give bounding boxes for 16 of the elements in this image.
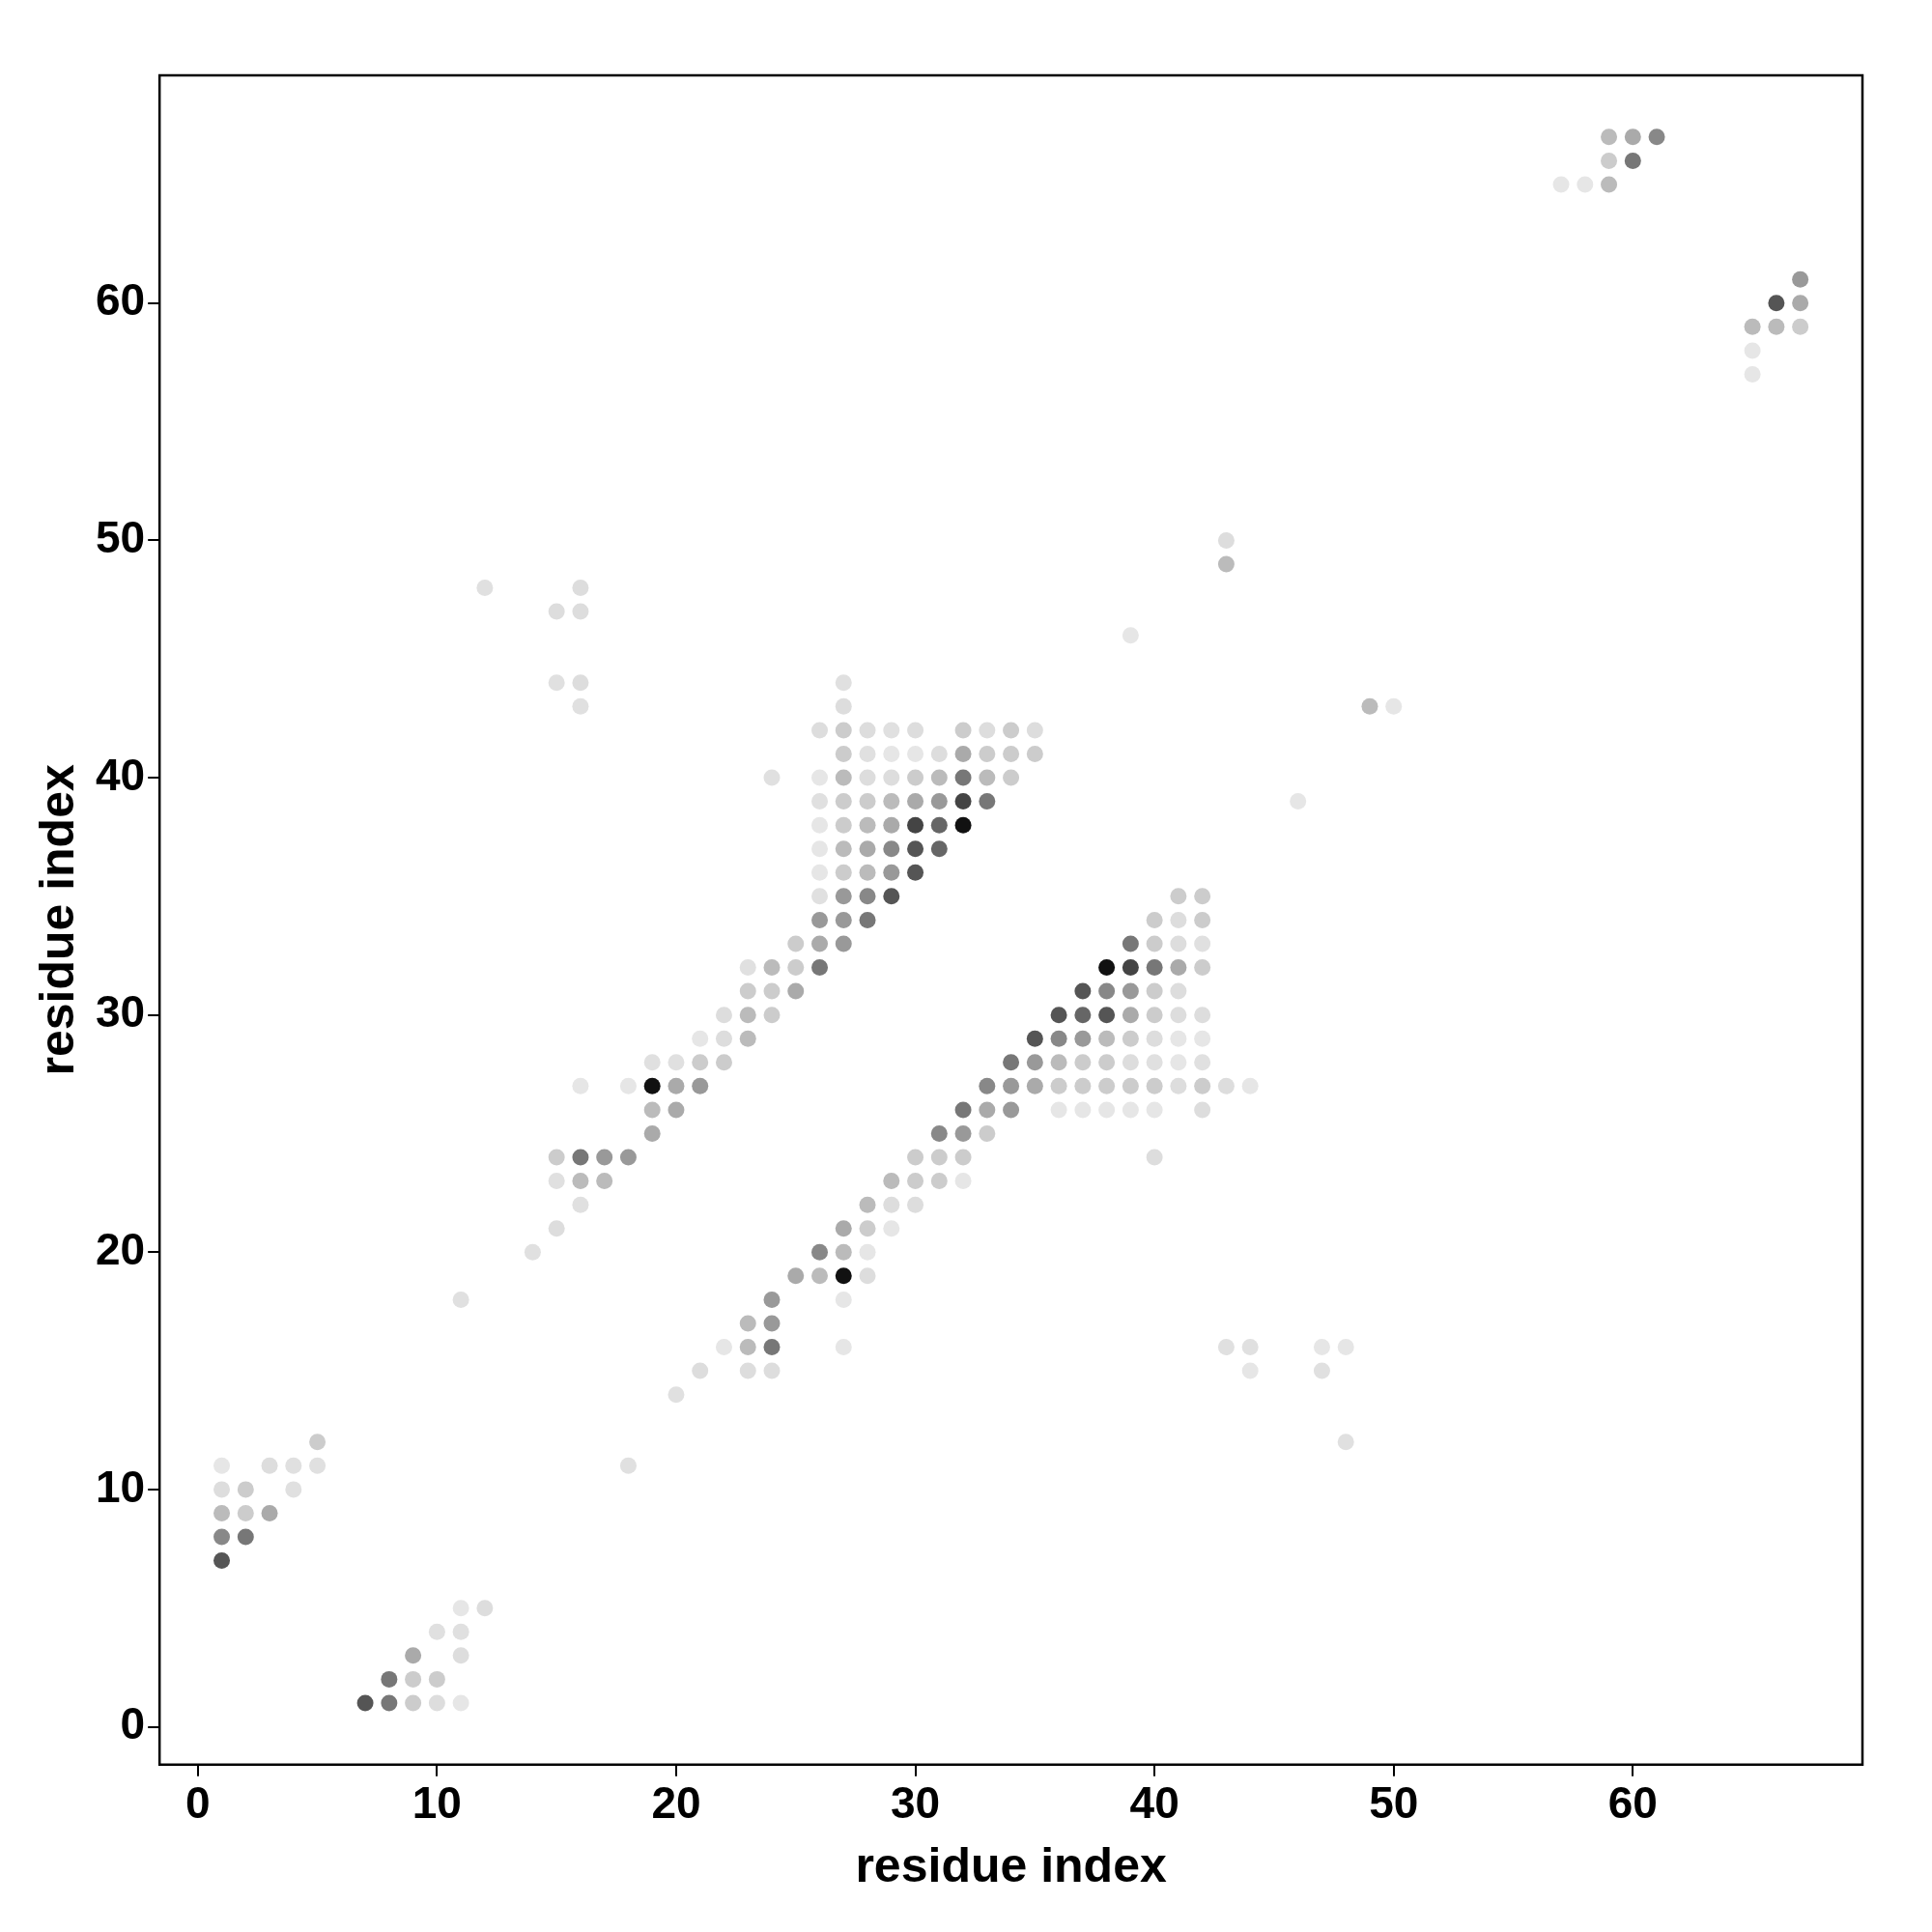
y-tick-label: 60 — [95, 274, 146, 326]
y-tick-label: 10 — [95, 1461, 146, 1512]
y-tick-label: 0 — [120, 1698, 146, 1749]
x-tick-label: 50 — [1369, 1777, 1419, 1829]
x-tick-label: 60 — [1607, 1777, 1658, 1829]
x-tick-label: 40 — [1129, 1777, 1179, 1829]
y-axis-title: residue index — [29, 764, 84, 1076]
x-axis-title: residue index — [855, 1837, 1167, 1892]
y-tick-label: 40 — [95, 749, 146, 800]
x-tick-label: 0 — [185, 1777, 211, 1829]
x-tick-label: 30 — [890, 1777, 941, 1829]
x-tick-label: 20 — [651, 1777, 701, 1829]
y-tick-label: 50 — [95, 512, 146, 563]
y-tick-label: 30 — [95, 986, 146, 1037]
y-tick-label: 20 — [95, 1223, 146, 1274]
x-tick-label: 10 — [412, 1777, 462, 1829]
